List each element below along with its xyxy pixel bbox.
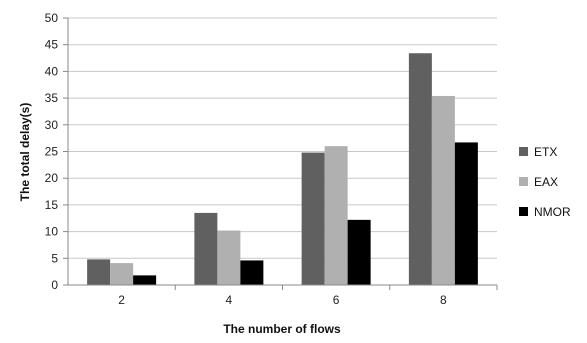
y-tick-label: 30 bbox=[45, 118, 59, 132]
legend-swatch-eax bbox=[519, 177, 528, 186]
y-tick-label: 25 bbox=[45, 145, 59, 159]
legend-label-eax: EAX bbox=[534, 175, 558, 189]
legend: ETX EAX NMOR bbox=[519, 145, 571, 219]
bar-etx-6 bbox=[301, 152, 325, 285]
y-tick-label: 0 bbox=[51, 278, 58, 292]
y-tick-label: 50 bbox=[45, 11, 59, 25]
bar-nmor-2 bbox=[133, 275, 157, 285]
bars bbox=[87, 53, 478, 286]
bar-eax-4 bbox=[217, 230, 241, 285]
y-tick-label: 5 bbox=[51, 251, 58, 265]
y-tick-label: 40 bbox=[45, 64, 59, 78]
bar-nmor-8 bbox=[454, 142, 478, 285]
legend-swatch-nmor bbox=[519, 207, 528, 216]
x-tick-labels: 2 4 6 8 bbox=[118, 293, 447, 307]
x-tick-label: 6 bbox=[333, 293, 340, 307]
x-axis-title: The number of flows bbox=[223, 322, 341, 336]
y-tick-label: 45 bbox=[45, 38, 59, 52]
y-tick-label: 20 bbox=[45, 171, 59, 185]
bar-etx-4 bbox=[194, 212, 218, 285]
x-tick-label: 8 bbox=[440, 293, 447, 307]
bar-eax-6 bbox=[324, 146, 348, 285]
bar-nmor-4 bbox=[240, 260, 264, 285]
gridlines bbox=[68, 17, 497, 259]
bar-etx-8 bbox=[408, 53, 432, 285]
x-tick-label: 4 bbox=[226, 293, 233, 307]
y-tick-labels: 0 5 10 15 20 25 30 35 40 45 50 bbox=[45, 11, 59, 292]
y-tick-label: 10 bbox=[45, 225, 59, 239]
y-axis-title: The total delay(s) bbox=[18, 103, 32, 202]
y-tick-label: 35 bbox=[45, 91, 59, 105]
y-tick-label: 15 bbox=[45, 198, 59, 212]
bar-etx-2 bbox=[87, 259, 111, 285]
legend-label-nmor: NMOR bbox=[534, 205, 571, 219]
x-tick-label: 2 bbox=[118, 293, 125, 307]
bar-nmor-6 bbox=[347, 219, 371, 285]
legend-label-etx: ETX bbox=[534, 145, 557, 159]
legend-swatch-etx bbox=[519, 147, 528, 156]
axes bbox=[63, 17, 498, 290]
bar-eax-8 bbox=[431, 95, 455, 286]
bar-eax-2 bbox=[110, 263, 134, 285]
